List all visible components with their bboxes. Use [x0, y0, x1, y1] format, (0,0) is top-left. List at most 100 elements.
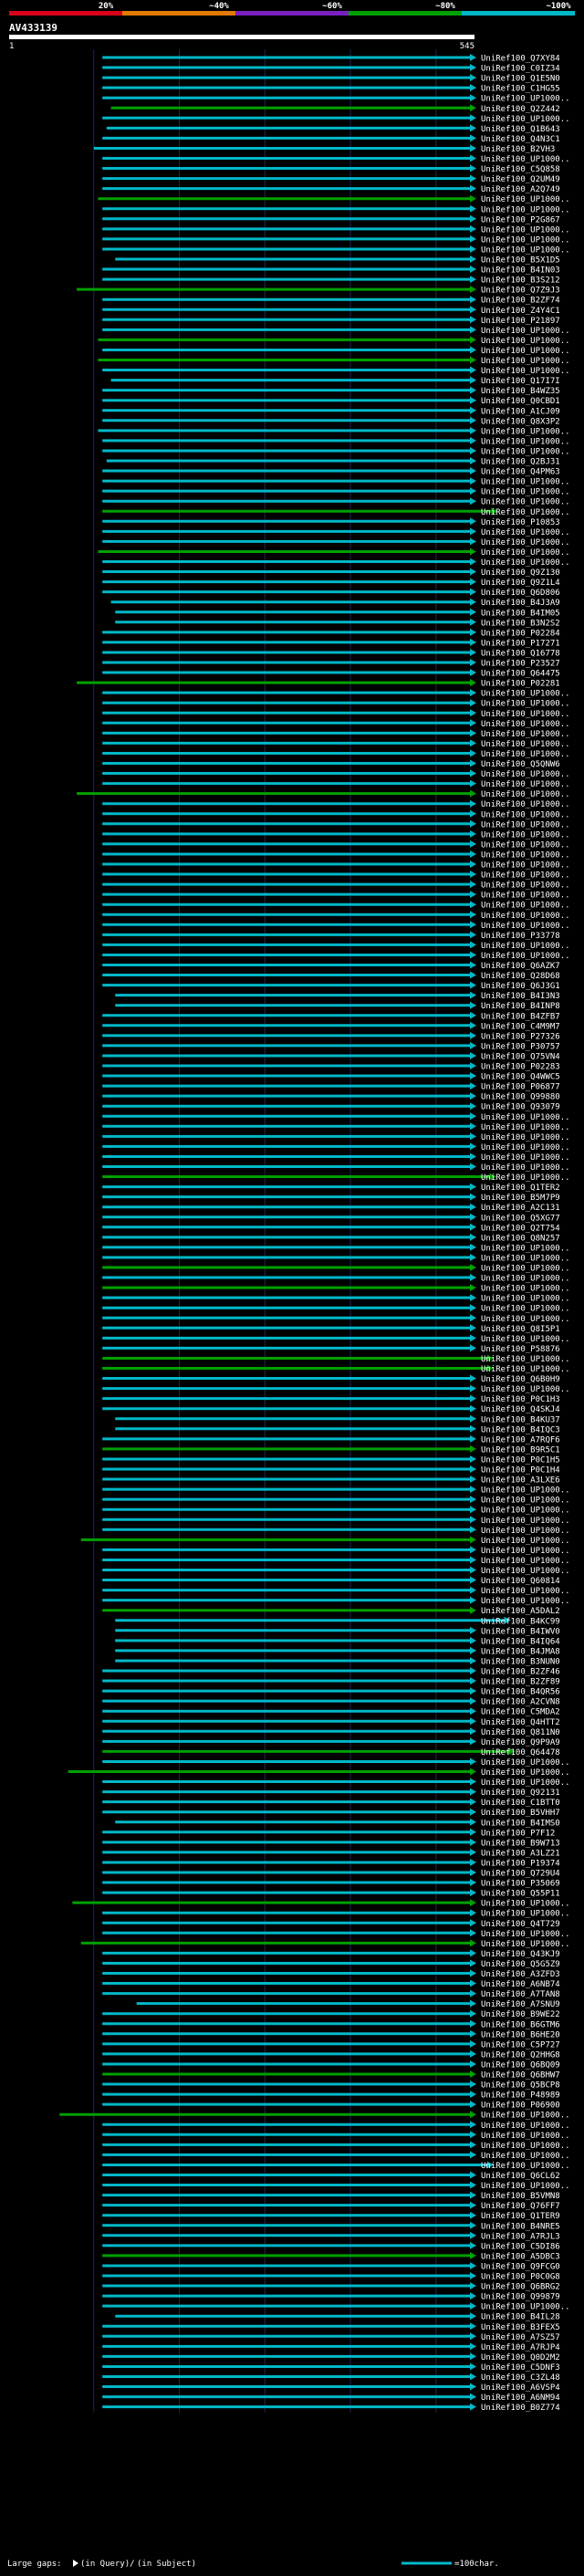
- hit-label[interactable]: UniRef100_UP1000..: [481, 1305, 570, 1314]
- hit-label[interactable]: UniRef100_Q7XY84: [481, 55, 560, 64]
- hit-label[interactable]: UniRef100_A2Q749: [481, 185, 560, 194]
- hit-label[interactable]: UniRef100_B4JMA8: [481, 1647, 560, 1656]
- hit-label[interactable]: UniRef100_P17271: [481, 639, 560, 648]
- hit-label[interactable]: UniRef100_Q9Z1L4: [481, 579, 560, 588]
- hit-label[interactable]: UniRef100_UP1000..: [481, 740, 570, 749]
- hit-label[interactable]: UniRef100_UP1000..: [481, 830, 570, 840]
- hit-label[interactable]: UniRef100_UP1000..: [481, 810, 570, 819]
- hit-label[interactable]: UniRef100_UP1000..: [481, 2303, 570, 2312]
- hit-label[interactable]: UniRef100_Q5XG77: [481, 1214, 560, 1223]
- hit-label[interactable]: UniRef100_B4IN03: [481, 266, 560, 276]
- hit-label[interactable]: UniRef100_B2VH3: [481, 145, 555, 154]
- hit-label[interactable]: UniRef100_UP1000..: [481, 195, 570, 204]
- hit-label[interactable]: UniRef100_B4WZ35: [481, 387, 560, 396]
- hit-label[interactable]: UniRef100_UP1000..: [481, 770, 570, 779]
- hit-label[interactable]: UniRef100_C0IZ34: [481, 65, 560, 74]
- hit-label[interactable]: UniRef100_Q4N3C1: [481, 135, 560, 144]
- hit-label[interactable]: UniRef100_Q5QNW6: [481, 760, 560, 769]
- hit-label[interactable]: UniRef100_B4KU37: [481, 1415, 560, 1424]
- hit-label[interactable]: UniRef100_UP1000..: [481, 942, 570, 951]
- hit-label[interactable]: UniRef100_P0C1H3: [481, 1395, 560, 1404]
- hit-label[interactable]: UniRef100_Q1TER2: [481, 1184, 560, 1193]
- hit-label[interactable]: UniRef100_UP1000..: [481, 1910, 570, 1919]
- hit-label[interactable]: UniRef100_UP1000..: [481, 1143, 570, 1152]
- hit-label[interactable]: UniRef100_UP1000..: [481, 2152, 570, 2161]
- hit-label[interactable]: UniRef100_Q4SKJ4: [481, 1405, 560, 1414]
- hit-label[interactable]: UniRef100_Q75VN4: [481, 1052, 560, 1061]
- hit-label[interactable]: UniRef100_UP1000..: [481, 367, 570, 376]
- hit-label[interactable]: UniRef100_Q0CBD1: [481, 397, 560, 406]
- hit-label[interactable]: UniRef100_UP1000..: [481, 115, 570, 124]
- hit-label[interactable]: UniRef100_Z4Y4C1: [481, 307, 560, 316]
- hit-label[interactable]: UniRef100_UP1000..: [481, 1113, 570, 1122]
- hit-label[interactable]: UniRef100_UP1000..: [481, 155, 570, 164]
- hit-label[interactable]: UniRef100_UP1000..: [481, 427, 570, 436]
- hit-label[interactable]: UniRef100_Q6BRG2: [481, 2283, 560, 2292]
- hit-label[interactable]: UniRef100_Q7Z9J3: [481, 287, 560, 296]
- hit-label[interactable]: UniRef100_P35069: [481, 1880, 560, 1889]
- hit-label[interactable]: UniRef100_A5DBC3: [481, 2252, 560, 2261]
- hit-label[interactable]: UniRef100_B4IL28: [481, 2313, 560, 2322]
- hit-label[interactable]: UniRef100_UP1000..: [481, 488, 570, 497]
- hit-label[interactable]: UniRef100_Q9Z130: [481, 568, 560, 578]
- hit-label[interactable]: UniRef100_B4J3A9: [481, 599, 560, 608]
- hit-label[interactable]: UniRef100_UP1000..: [481, 2142, 570, 2151]
- hit-label[interactable]: UniRef100_B2ZF46: [481, 1668, 560, 1677]
- hit-label[interactable]: UniRef100_Q16778: [481, 649, 560, 658]
- hit-label[interactable]: UniRef100_UP1000..: [481, 1254, 570, 1263]
- hit-label[interactable]: UniRef100_C5Q858: [481, 165, 560, 174]
- hit-label[interactable]: UniRef100_Q5BCP8: [481, 2081, 560, 2091]
- hit-label[interactable]: UniRef100_B3N2S2: [481, 619, 560, 628]
- hit-label[interactable]: UniRef100_B3FEX5: [481, 2323, 560, 2332]
- hit-label[interactable]: UniRef100_B4IWV0: [481, 1627, 560, 1636]
- hit-label[interactable]: UniRef100_Q4HTT2: [481, 1718, 560, 1727]
- hit-label[interactable]: UniRef100_UP1000..: [481, 1486, 570, 1496]
- hit-label[interactable]: UniRef100_A5DAL2: [481, 1607, 560, 1616]
- hit-label[interactable]: UniRef100_UP1000..: [481, 528, 570, 537]
- hit-label[interactable]: UniRef100_A1CJ09: [481, 407, 560, 416]
- hit-label[interactable]: UniRef100_UP1000..: [481, 922, 570, 931]
- hit-label[interactable]: UniRef100_C3ZL48: [481, 2373, 560, 2383]
- hit-label[interactable]: UniRef100_UP1000..: [481, 1758, 570, 1768]
- hit-label[interactable]: UniRef100_UP1000..: [481, 710, 570, 719]
- hit-label[interactable]: UniRef100_UP1000..: [481, 800, 570, 809]
- hit-label[interactable]: UniRef100_B4QR56: [481, 1688, 560, 1697]
- hit-label[interactable]: UniRef100_A2C131: [481, 1204, 560, 1213]
- hit-label[interactable]: UniRef100_UP1000..: [481, 2112, 570, 2121]
- hit-label[interactable]: UniRef100_Q17I7I: [481, 377, 560, 386]
- hit-label[interactable]: UniRef100_C5DNF3: [481, 2363, 560, 2373]
- hit-label[interactable]: UniRef100_UP1000..: [481, 952, 570, 961]
- hit-label[interactable]: UniRef100_P0C1H5: [481, 1455, 560, 1465]
- hit-label[interactable]: UniRef100_A3LZ21: [481, 1849, 560, 1858]
- hit-label[interactable]: UniRef100_UP1000..: [481, 1940, 570, 1949]
- hit-label[interactable]: UniRef100_UP1000..: [481, 1385, 570, 1394]
- hit-label[interactable]: UniRef100_Q9FCG0: [481, 2262, 560, 2271]
- hit-label[interactable]: UniRef100_Q1B643: [481, 125, 560, 134]
- hit-label[interactable]: UniRef100_Q76FF7: [481, 2202, 560, 2211]
- hit-label[interactable]: UniRef100_Q2BJ31: [481, 458, 560, 467]
- hit-label[interactable]: UniRef100_Q2HHG8: [481, 2050, 560, 2060]
- hit-label[interactable]: UniRef100_UP1000..: [481, 1123, 570, 1132]
- hit-label[interactable]: UniRef100_Q64475: [481, 670, 560, 679]
- hit-label[interactable]: UniRef100_Q811N0: [481, 1728, 560, 1737]
- hit-label[interactable]: UniRef100_A6NB74: [481, 1980, 560, 1989]
- hit-label[interactable]: UniRef100_Q6CL62: [481, 2172, 560, 2181]
- hit-label[interactable]: UniRef100_Q8X3P2: [481, 417, 560, 426]
- hit-label[interactable]: UniRef100_UP1000..: [481, 1778, 570, 1788]
- hit-label[interactable]: UniRef100_UP1000..: [481, 1597, 570, 1606]
- hit-label[interactable]: UniRef100_B4I3N3: [481, 992, 560, 1001]
- hit-label[interactable]: UniRef100_P58876: [481, 1345, 560, 1354]
- hit-label[interactable]: UniRef100_UP1000..: [481, 1547, 570, 1556]
- hit-label[interactable]: UniRef100_P2G867: [481, 215, 560, 224]
- hit-label[interactable]: UniRef100_UP1000..: [481, 1567, 570, 1576]
- hit-label[interactable]: UniRef100_Q28D68: [481, 972, 560, 981]
- hit-label[interactable]: UniRef100_B4KC99: [481, 1617, 560, 1626]
- hit-label[interactable]: UniRef100_UP1000..: [481, 840, 570, 850]
- hit-label[interactable]: UniRef100_C5DI86: [481, 2242, 560, 2251]
- hit-label[interactable]: UniRef100_P06900: [481, 2101, 560, 2111]
- hit-label[interactable]: UniRef100_UP1000..: [481, 1365, 570, 1374]
- hit-label[interactable]: UniRef100_UP1000..: [481, 2132, 570, 2141]
- hit-label[interactable]: UniRef100_Q6BQ09: [481, 2060, 560, 2070]
- hit-label[interactable]: UniRef100_B4IM05: [481, 609, 560, 618]
- hit-label[interactable]: UniRef100_P23527: [481, 660, 560, 669]
